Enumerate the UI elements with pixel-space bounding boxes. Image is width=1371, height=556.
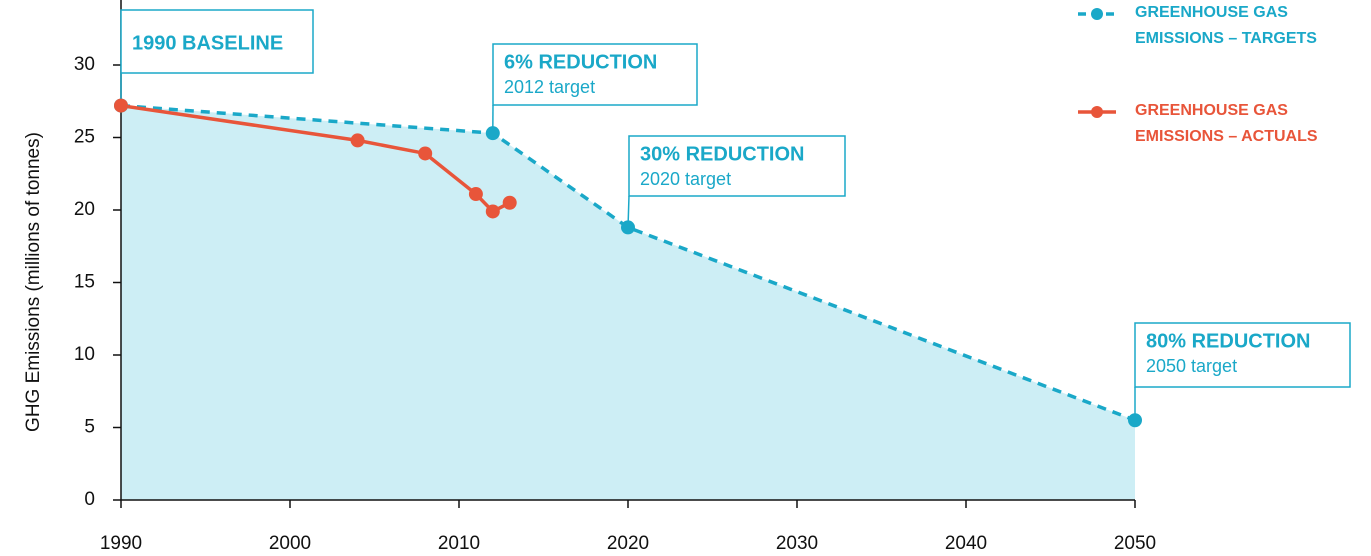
legend-label: GREENHOUSE GAS EMISSIONS – TARGETS [1135,4,1317,47]
annotation-subtitle: 2050 target [1146,356,1237,376]
data-point [621,220,635,235]
legend-swatch-dot [1091,106,1103,118]
y-tick-label: 20 [74,199,95,220]
annotation-title: 30% REDUCTION [640,143,804,165]
series-line [120,103,1136,422]
x-tick-label: 2050 [1114,533,1156,554]
x-tick-label: 2010 [438,533,480,554]
legend-entry: GREENHOUSE GAS EMISSIONS – ACTUALS [1135,102,1318,145]
x-tick-label: 2030 [776,533,818,554]
legend-label: GREENHOUSE GAS EMISSIONS – ACTUALS [1135,102,1318,145]
y-tick-label: 30 [74,54,95,75]
y-tick-label: 10 [74,344,95,365]
legend-entry: GREENHOUSE GAS EMISSIONS – TARGETS [1135,4,1317,47]
data-point [485,204,500,219]
y-tick-label: 15 [74,272,95,293]
annotation-subtitle: 2012 target [504,77,595,97]
target-area [121,105,1135,500]
data-point [350,133,365,148]
y-tick-label: 25 [74,127,95,148]
data-point [468,187,483,202]
annotation-subtitle: 2020 target [640,169,731,189]
x-tick-label: 2040 [945,533,987,554]
legend-swatch-dot [1091,8,1103,20]
x-tick-label: 2020 [607,533,649,554]
annotation-box [120,9,314,74]
annotation-box [628,135,846,197]
data-point [418,146,433,161]
annotation-title: 6% REDUCTION [504,51,657,73]
data-point [114,98,128,113]
data-point [485,126,500,141]
data-point [1128,413,1142,428]
annotation-box [1134,322,1351,388]
annotation-title: 80% REDUCTION [1146,330,1310,352]
annotation-title: 1990 BASELINE [132,32,283,54]
y-axis-label: GHG Emissions (millions of tonnes) [23,132,44,432]
y-tick-label: 0 [84,489,95,510]
annotation-box [492,43,698,106]
x-tick-label: 1990 [100,533,142,554]
data-point [502,195,517,210]
x-tick-label: 2000 [269,533,311,554]
y-tick-label: 5 [84,417,95,438]
